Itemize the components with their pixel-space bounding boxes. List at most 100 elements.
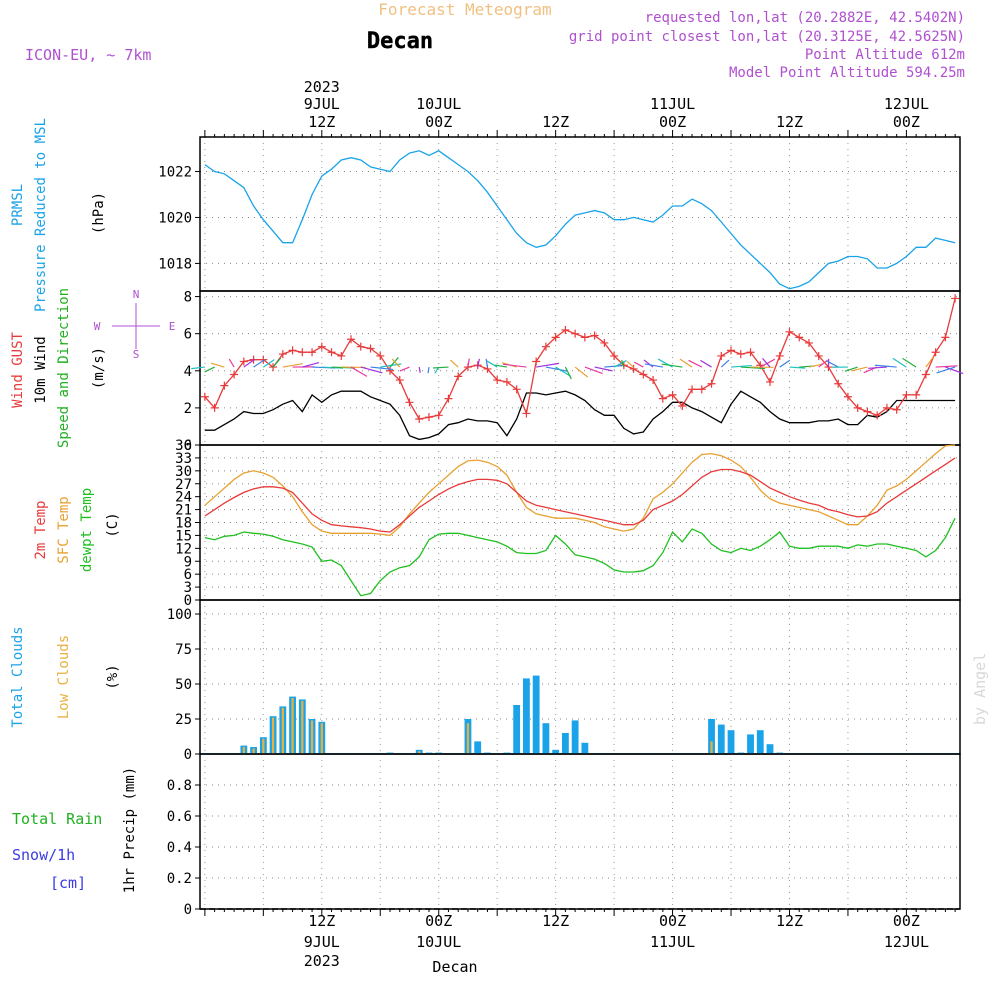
- wind-arrow: [643, 359, 654, 368]
- time-label-bottom: 12JUL: [884, 933, 929, 951]
- gust-marker: [678, 402, 687, 411]
- requested-coords: requested lon,lat (20.2882E, 42.5402N): [645, 10, 965, 26]
- gust-marker: [951, 294, 960, 303]
- chart-panels: 1018102010220246803691215182124273033360…: [158, 136, 964, 918]
- gust-marker: [444, 394, 453, 403]
- y-tick-label: 30: [175, 464, 192, 480]
- low-cloud-bar: [252, 748, 255, 754]
- gust-marker: [912, 390, 921, 399]
- pressure-panel: 1018 1020 1022: [158, 136, 961, 292]
- gust-marker: [843, 392, 852, 401]
- model-altitude: Model Point Altitude 594.25m: [729, 65, 965, 81]
- low-clouds-label: Low Clouds: [56, 635, 72, 719]
- wind-arrow: [427, 366, 430, 374]
- time-label-top: 00Z: [659, 113, 686, 131]
- time-label-top: 10JUL: [416, 95, 461, 113]
- y-tick-label: 0: [184, 902, 192, 918]
- wind-arrow: [399, 366, 410, 372]
- low-cloud-bar: [262, 738, 265, 754]
- gust-marker: [454, 372, 463, 381]
- total-cloud-bar: [581, 742, 589, 754]
- location-title: Decan: [367, 29, 433, 54]
- gust-marker: [863, 407, 872, 416]
- temp-unit: (C): [105, 512, 121, 537]
- y-tick-label: 0.8: [167, 778, 192, 794]
- gust-marker: [921, 370, 930, 379]
- wind-arrow: [433, 366, 449, 369]
- total-cloud-bar: [542, 723, 550, 754]
- cloud-labels: Total Clouds Low Clouds (%): [10, 626, 121, 727]
- y-tick-label: 0.2: [167, 871, 192, 887]
- time-label-bottom: 00Z: [659, 912, 686, 930]
- wind-arrow: [818, 359, 828, 368]
- wind-arrow: [613, 360, 627, 368]
- y-tick-label: 100: [167, 607, 192, 623]
- total-cloud-bar: [717, 724, 725, 754]
- total-cloud-bar: [747, 734, 754, 754]
- y-tick-label: 15: [175, 528, 192, 544]
- wind-label: 10m Wind: [33, 336, 49, 403]
- y-tick-label: 6: [184, 567, 192, 583]
- low-cloud-bar: [271, 717, 275, 754]
- wind-arrow: [204, 366, 215, 373]
- gust-marker: [736, 350, 745, 359]
- wind-dir-label: Speed and Direction: [56, 288, 72, 448]
- gust-marker: [376, 351, 385, 360]
- gust-marker: [629, 364, 638, 373]
- total-cloud-bar: [532, 675, 540, 754]
- gust-marker: [610, 351, 619, 360]
- wind-arrow: [253, 359, 265, 368]
- wind-unit: (m/s): [91, 347, 107, 389]
- temperature-labels: 2m Temp SFC Temp dewpt Temp (C): [33, 488, 121, 572]
- wind-arrow: [228, 358, 235, 368]
- wind-arrow: [594, 366, 613, 372]
- wind-arrow: [584, 366, 603, 375]
- sfc-temp-line: [204, 444, 956, 537]
- gust-marker: [551, 333, 560, 342]
- wind-arrow: [851, 366, 868, 372]
- total-cloud-bar: [571, 720, 579, 754]
- gust-marker: [493, 376, 502, 385]
- gust-marker: [795, 333, 804, 342]
- wind-arrow: [740, 366, 766, 370]
- gust-marker: [522, 409, 531, 418]
- gust-marker: [415, 415, 424, 424]
- wind-arrow: [633, 361, 644, 368]
- y-tick-label: 0.4: [167, 840, 192, 856]
- y-tick-label: 6: [184, 327, 192, 343]
- pressure-label-1: PRMSL: [10, 184, 26, 226]
- time-label-bottom: 2023: [304, 952, 340, 970]
- gust-marker: [814, 351, 823, 360]
- time-label-top: 12Z: [542, 113, 569, 131]
- time-label-bottom: 12Z: [776, 912, 803, 930]
- precip-panel: 0 0.2 0.4 0.6 0.8: [167, 753, 961, 918]
- y-tick-label: 24: [175, 490, 192, 506]
- gust-marker: [649, 376, 658, 385]
- gust-marker: [327, 348, 336, 357]
- wind-arrow: [621, 359, 625, 368]
- total-cloud-bar: [552, 749, 560, 754]
- compass-icon: W E N S: [94, 288, 176, 361]
- t2m-label: 2m Temp: [33, 500, 49, 559]
- wind-arrow: [243, 358, 256, 368]
- gust-marker: [298, 348, 307, 357]
- wind-arrow: [604, 365, 623, 368]
- wind-arrow: [759, 358, 776, 368]
- precip-unit: 1hr Precip (mm): [122, 767, 138, 893]
- gust-marker: [512, 385, 521, 394]
- gust-marker: [873, 411, 882, 420]
- wind-arrow: [282, 363, 303, 368]
- gust-marker: [697, 385, 706, 394]
- wind-arrow: [779, 359, 791, 368]
- pressure-label-2: Pressure Reduced to MSL: [33, 118, 49, 312]
- gust-marker: [707, 379, 716, 388]
- wind-arrow: [418, 366, 421, 373]
- gust-marker: [502, 377, 511, 386]
- wind-arrow: [486, 360, 498, 368]
- gust-marker: [239, 357, 248, 366]
- gust-marker: [405, 398, 414, 407]
- gust-marker: [317, 342, 326, 351]
- gust-marker: [571, 329, 580, 338]
- watermark: by Angel: [971, 653, 989, 725]
- low-cloud-bar: [242, 747, 245, 754]
